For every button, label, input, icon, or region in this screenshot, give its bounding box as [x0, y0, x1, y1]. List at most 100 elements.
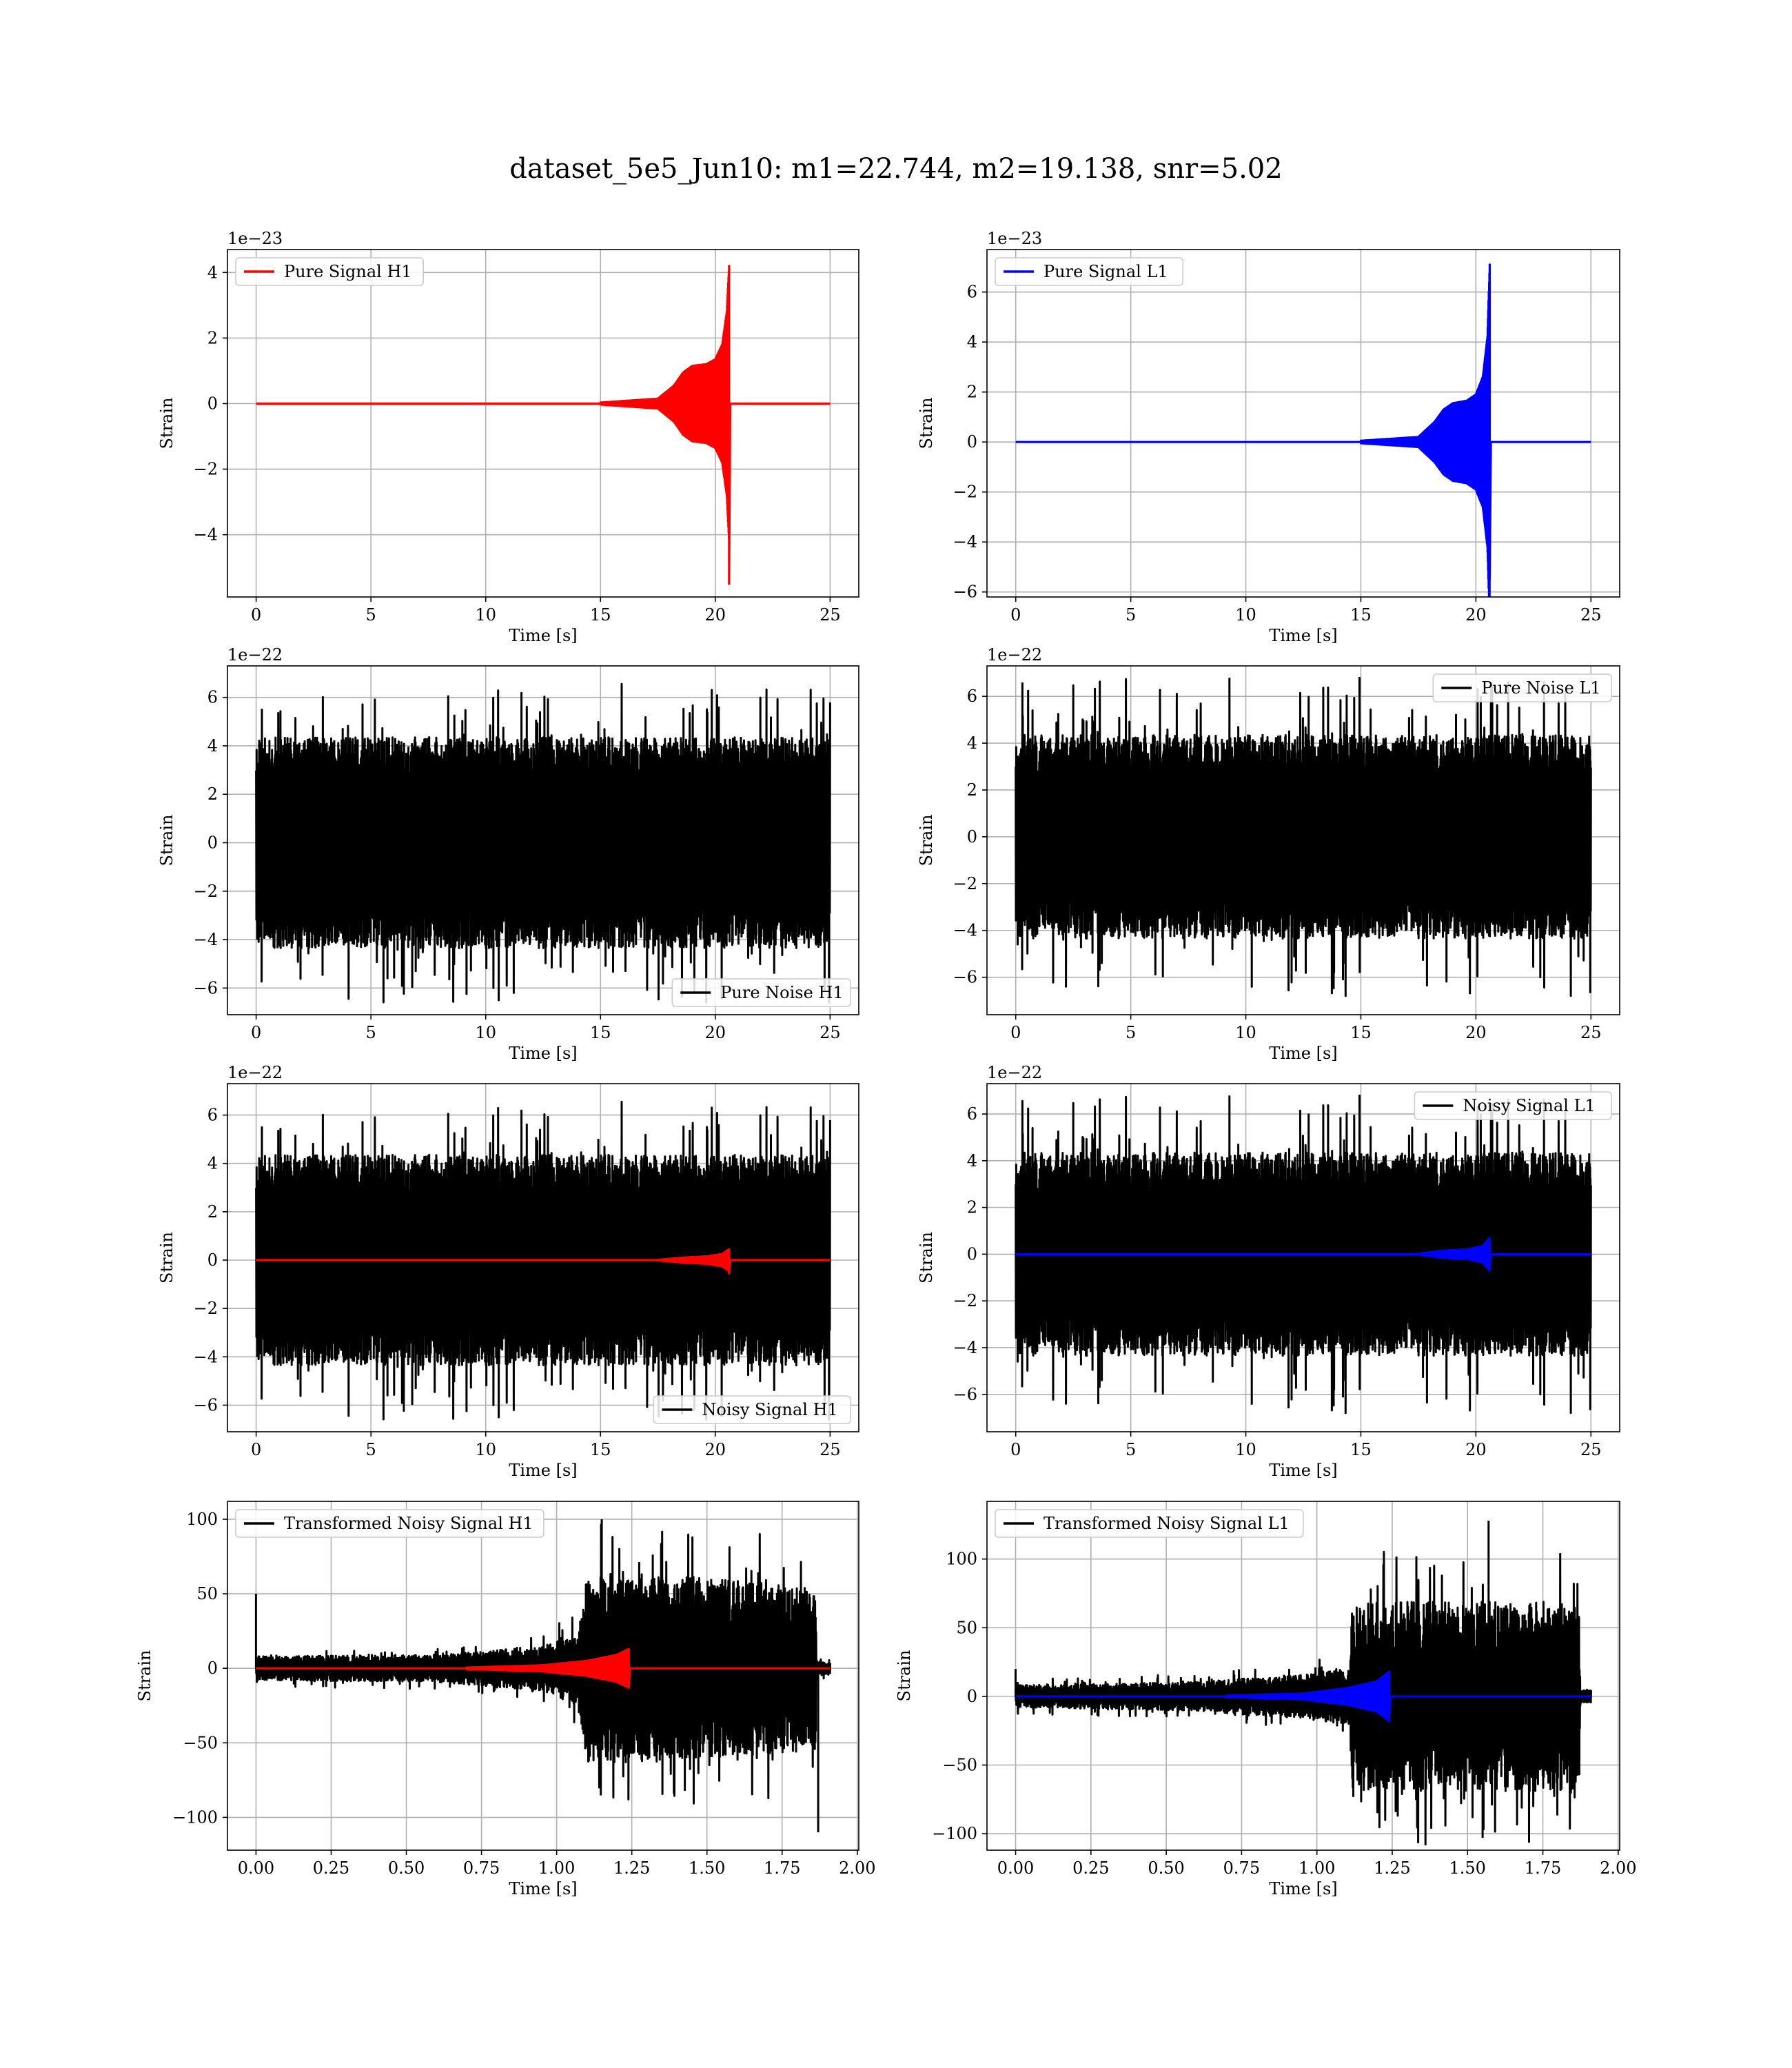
x-tick-label: 1.25 [613, 1858, 650, 1878]
x-tick-label: 10 [475, 1440, 496, 1459]
offset-label: 1e−22 [227, 645, 283, 665]
legend-label: Noisy Signal H1 [702, 1400, 837, 1419]
legend: Pure Noise H1 [671, 978, 851, 1007]
subplot-noisy-signal-h1: 0 5 10 15 20 25 −6 −4 −2 0 2 4 6 Time [s] Strain 1e−22 N… [157, 1063, 859, 1480]
y-tick-label: 4 [207, 263, 218, 282]
legend-label: Pure Signal H1 [284, 262, 412, 281]
x-tick-label: 10 [1235, 1440, 1256, 1459]
x-tick-label: 10 [1235, 605, 1256, 625]
axes-frame [227, 1083, 859, 1432]
offset-label: 1e−23 [227, 229, 283, 248]
legend-box [235, 1509, 544, 1538]
y-tick-label: 2 [967, 780, 977, 800]
x-tick-label: 5 [366, 605, 376, 625]
plot-area [1015, 263, 1591, 597]
legend-label: Pure Noise H1 [720, 983, 843, 1002]
y-tick-label: 2 [967, 1198, 977, 1217]
legend-box [995, 257, 1183, 286]
legend-label: Noisy Signal L1 [1463, 1096, 1595, 1115]
subplot-pure-signal-h1: 0 5 10 15 20 25 −4 −2 0 2 4 Time [s] Strain 1e−23Pure… [157, 229, 859, 645]
y-axis-label: Strain [917, 1232, 936, 1284]
y-tick-label: 0 [207, 1250, 218, 1270]
x-tick-label: 10 [1235, 1023, 1256, 1042]
x-tick-label: 0.50 [1148, 1858, 1184, 1878]
y-tick-label: −4 [953, 921, 977, 940]
legend-box [1414, 1091, 1612, 1120]
y-tick-label: −4 [194, 1347, 218, 1366]
y-axis-label: Strain [917, 398, 936, 449]
series-line-0 [1015, 1094, 1592, 1415]
y-tick-label: 6 [967, 687, 977, 706]
x-tick-label: 5 [1126, 1440, 1136, 1459]
x-tick-label: 1.50 [689, 1858, 725, 1878]
series-line-1 [256, 1648, 831, 1689]
x-tick-label: 10 [475, 605, 496, 625]
x-tick-label: 15 [590, 1023, 611, 1042]
y-tick-label: 4 [967, 1151, 977, 1170]
y-tick-label: −2 [194, 882, 218, 901]
series-line-0 [1015, 1520, 1592, 1846]
x-tick-label: 1.75 [764, 1858, 800, 1878]
legend-box [995, 1509, 1304, 1538]
y-tick-label: −6 [953, 968, 977, 987]
plot-area [254, 1519, 832, 1833]
plot-area [1015, 1094, 1592, 1415]
plot-area [255, 682, 831, 1004]
offset-label: 1e−22 [987, 645, 1042, 665]
x-tick-label: 25 [1580, 605, 1602, 625]
legend-box [235, 257, 424, 286]
axes-frame [227, 1501, 859, 1851]
x-axis-label: Time [s] [509, 1461, 577, 1480]
legend: Pure Signal H1 [235, 257, 424, 286]
y-tick-label: −100 [172, 1807, 218, 1827]
x-axis-label: Time [s] [509, 1879, 577, 1898]
subplot-transformed-noisy-signal-l1: 0.00 0.25 0.50 0.75 1.00 1.25 1.50 1.75 2.00 −100… [895, 1501, 1637, 1898]
plot-area [256, 265, 831, 585]
y-axis-label: Strain [917, 815, 936, 866]
y-tick-label: −4 [953, 532, 977, 551]
x-tick-label: 1.25 [1374, 1858, 1410, 1878]
axes-frame [986, 1501, 1620, 1851]
x-tick-label: 5 [366, 1023, 376, 1042]
y-tick-label: 0 [207, 1659, 218, 1678]
x-tick-label: 5 [366, 1440, 376, 1459]
series-line-1 [256, 1248, 831, 1275]
y-tick-label: 6 [207, 1106, 218, 1125]
axes-frame [986, 665, 1620, 1015]
x-tick-label: 20 [705, 1023, 726, 1042]
y-tick-label: 0 [967, 827, 977, 847]
series-line-0 [1015, 676, 1592, 997]
y-tick-label: 6 [967, 1104, 977, 1124]
legend-label: Transformed Noisy Signal H1 [284, 1514, 533, 1533]
legend: Pure Noise L1 [1432, 673, 1612, 702]
y-tick-label: −6 [194, 978, 218, 997]
y-tick-label: 100 [946, 1550, 977, 1569]
x-tick-label: 0 [1010, 1440, 1021, 1459]
x-tick-label: 20 [1465, 1440, 1487, 1459]
x-tick-label: 25 [1580, 1440, 1602, 1459]
y-tick-label: −50 [183, 1733, 218, 1752]
y-tick-label: −2 [953, 483, 977, 502]
y-axis-label: Strain [135, 1650, 154, 1702]
x-tick-label: 25 [819, 1023, 841, 1042]
y-axis-label: Strain [895, 1650, 914, 1702]
y-tick-label: 50 [956, 1618, 977, 1637]
series-line-1 [1015, 1237, 1591, 1272]
figure-title: dataset_5e5_Jun10: m1=22.744, m2=19.138,… [509, 153, 1283, 185]
legend: Pure Signal L1 [995, 257, 1183, 286]
legend-label: Transformed Noisy Signal L1 [1043, 1514, 1290, 1533]
y-tick-label: 2 [207, 328, 218, 347]
x-tick-label: 0 [251, 605, 261, 625]
series-line-0 [256, 265, 831, 585]
legend: Noisy Signal L1 [1414, 1091, 1612, 1120]
y-tick-label: −4 [953, 1338, 977, 1357]
x-tick-label: 0.25 [1072, 1858, 1109, 1878]
y-tick-label: −50 [942, 1755, 977, 1774]
x-axis-label: Time [s] [509, 1044, 577, 1063]
x-tick-label: 0.75 [463, 1858, 500, 1878]
y-tick-label: −2 [194, 460, 218, 479]
x-tick-label: 0.25 [313, 1858, 349, 1878]
x-tick-label: 0.00 [997, 1858, 1034, 1878]
x-tick-label: 0 [1010, 1023, 1021, 1042]
